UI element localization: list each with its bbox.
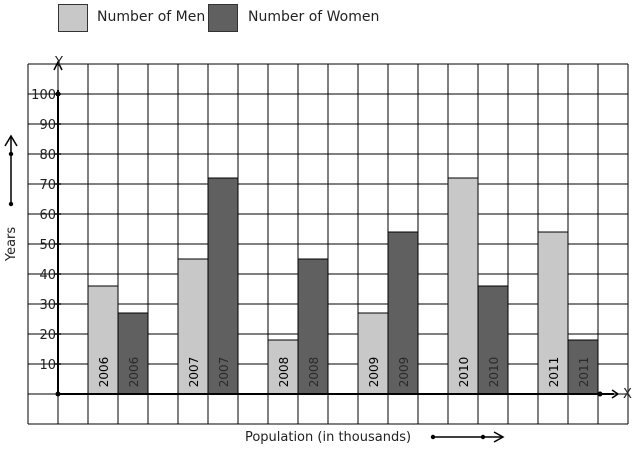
y-axis-letter: Y: [54, 55, 63, 70]
bar-women-label-2009: 2009: [397, 357, 411, 388]
bar-women-label-2006: 2006: [127, 357, 141, 388]
y-tick-label: 60: [39, 208, 56, 223]
x-axis-end-dot: [597, 391, 603, 397]
bar-men-label-2009: 2009: [367, 357, 381, 388]
y-tick-label: 90: [39, 118, 56, 133]
y-tick-labels: 10 20 30 40 50 60 70 80 90 100: [31, 88, 61, 373]
decorative-arrows: [4, 134, 505, 443]
y-tick-label: 50: [39, 238, 56, 253]
bar-men-label-2006: 2006: [97, 357, 111, 388]
right-arrow-icon: [493, 431, 505, 443]
up-arrow-icon: [4, 134, 18, 147]
y-tick-label: 70: [39, 178, 56, 193]
y-tick-label: 30: [39, 298, 56, 313]
legend-men-label: Number of Men: [97, 9, 206, 25]
right-arrow-dot: [480, 434, 486, 440]
y-tick-label: 40: [39, 268, 56, 283]
bar-men-2008: [267, 339, 299, 395]
bar-women-2010: [477, 285, 509, 395]
bar-women-2009: [387, 231, 419, 395]
y-tick-label: 100: [31, 88, 56, 103]
bar-men-2009: [357, 312, 389, 395]
bar-women-label-2008: 2008: [307, 357, 321, 388]
bar-women-label-2011: 2011: [577, 357, 591, 388]
x-axis-arrow-icon: [611, 389, 620, 399]
bar-women-2011: [567, 339, 599, 395]
y-axis-arrow-icon: [53, 60, 63, 71]
bar-women-label-2007: 2007: [217, 357, 231, 388]
right-arrow-dot: [430, 434, 436, 440]
chart-axes: [53, 60, 620, 399]
legend-women-swatch: [208, 4, 238, 32]
x-axis-title: Population (in thousands): [245, 430, 411, 445]
y-axis-title: Years: [4, 227, 19, 263]
bar-men-label-2010: 2010: [457, 357, 471, 388]
y-tick-label: 80: [39, 148, 56, 163]
x-axis-letter: X: [623, 387, 632, 402]
bar-men-label-2008: 2008: [277, 357, 291, 388]
y-tick-label: 10: [39, 358, 56, 373]
bar-women-2007: [207, 177, 239, 395]
up-arrow-dot: [8, 201, 14, 207]
up-arrow-dot: [8, 151, 14, 157]
y-tick-label: 20: [39, 328, 56, 343]
bar-women-2006: [117, 312, 149, 395]
bar-men-label-2007: 2007: [187, 357, 201, 388]
bar-women-label-2010: 2010: [487, 357, 501, 388]
origin-dot: [55, 391, 61, 397]
legend-men-swatch: [58, 4, 88, 32]
chart-bars: 2006 2006 2007 2007 2008 2008 2009 2009 2010 2010…: [87, 177, 599, 395]
bar-men-label-2011: 2011: [547, 357, 561, 388]
legend-women-label: Number of Women: [248, 9, 380, 25]
bar-women-2008: [297, 258, 329, 395]
